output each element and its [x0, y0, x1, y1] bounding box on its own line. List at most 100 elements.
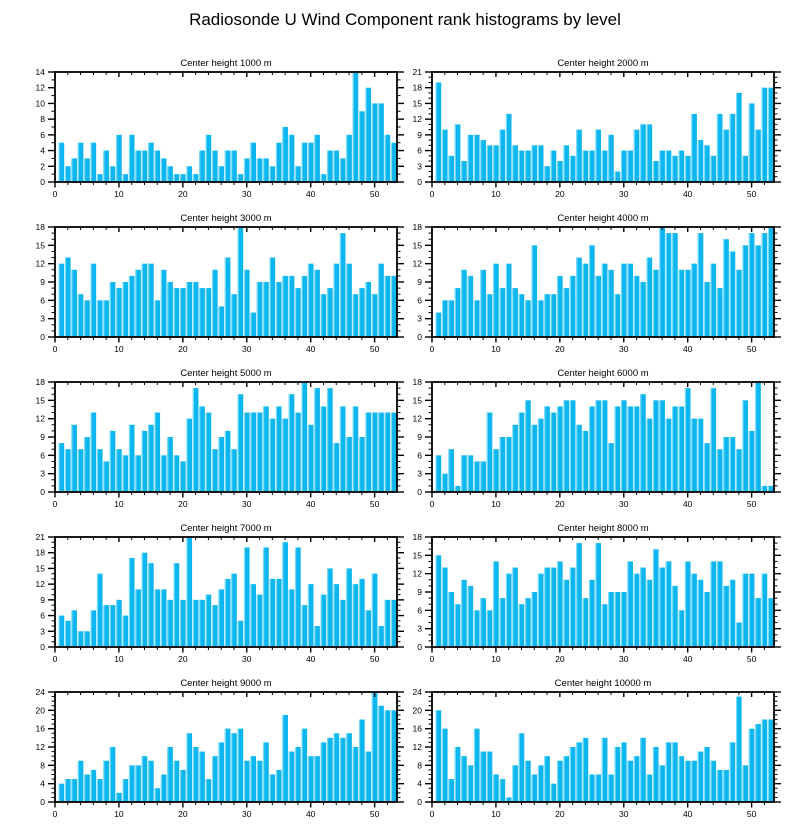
- rank-histogram-svg: 0 10 20 30 40 50 0 4 8 12 16 20 24 Center height 1000…: [413, 678, 781, 819]
- svg-text:50: 50: [747, 809, 757, 819]
- svg-text:0: 0: [53, 344, 58, 354]
- svg-text:10: 10: [491, 499, 501, 509]
- svg-text:0: 0: [417, 177, 422, 187]
- svg-text:20: 20: [413, 705, 423, 715]
- svg-text:10: 10: [36, 98, 46, 108]
- svg-text:18: 18: [413, 222, 423, 232]
- svg-text:40: 40: [306, 809, 316, 819]
- svg-text:4: 4: [417, 779, 422, 789]
- svg-text:24: 24: [36, 687, 46, 697]
- plot-center-height-5000-m: 0 10 20 30 40 50 0 3 6 9 12 15 18 Center height 5000 …: [10, 366, 410, 518]
- plot-center-height-9000-m: 0 10 20 30 40 50 0 4 8 12 16 20 24 Center height 9000…: [10, 676, 410, 824]
- svg-text:0: 0: [53, 654, 58, 664]
- svg-text:20: 20: [178, 189, 188, 199]
- svg-text:30: 30: [242, 654, 252, 664]
- svg-text:6: 6: [417, 450, 422, 460]
- svg-text:50: 50: [370, 809, 380, 819]
- svg-text:10: 10: [114, 654, 124, 664]
- svg-text:3: 3: [417, 314, 422, 324]
- rank-histogram-svg: 0 10 20 30 40 50 0 4 8 12 16 20 24 Center height 9000…: [36, 678, 404, 819]
- svg-text:0: 0: [417, 642, 422, 652]
- rank-histogram-svg: 0 10 20 30 40 50 0 3 6 9 12 15 18 Center height 6000 …: [413, 368, 781, 509]
- page-title: Radiosonde U Wind Component rank histogr…: [189, 10, 621, 29]
- svg-text:3: 3: [417, 469, 422, 479]
- svg-text:50: 50: [370, 499, 380, 509]
- svg-text:18: 18: [36, 377, 46, 387]
- subplot-title: Center height 4000 m: [557, 213, 648, 224]
- svg-text:6: 6: [40, 295, 45, 305]
- svg-text:21: 21: [36, 532, 46, 542]
- svg-text:4: 4: [40, 146, 45, 156]
- svg-text:16: 16: [36, 724, 46, 734]
- svg-text:30: 30: [242, 344, 252, 354]
- svg-text:50: 50: [370, 344, 380, 354]
- svg-text:8: 8: [417, 760, 422, 770]
- svg-text:50: 50: [747, 189, 757, 199]
- svg-text:20: 20: [178, 809, 188, 819]
- svg-text:20: 20: [555, 344, 565, 354]
- svg-text:10: 10: [491, 344, 501, 354]
- svg-text:12: 12: [36, 579, 46, 589]
- svg-text:2: 2: [40, 161, 45, 171]
- svg-text:8: 8: [40, 760, 45, 770]
- svg-text:15: 15: [413, 240, 423, 250]
- svg-text:10: 10: [491, 809, 501, 819]
- svg-text:3: 3: [417, 624, 422, 634]
- svg-text:12: 12: [36, 259, 46, 269]
- svg-text:12: 12: [36, 742, 46, 752]
- svg-text:0: 0: [53, 189, 58, 199]
- plot-center-height-7000-m: 0 10 20 30 40 50 0 3 6 9 12 15 18 21 Center height 700…: [10, 521, 410, 673]
- plot-center-height-3000-m: 0 10 20 30 40 50 0 3 6 9 12 15 18 Center height 3000 …: [10, 211, 410, 363]
- svg-text:12: 12: [36, 83, 46, 93]
- plot-center-height-8000-m: 0 10 20 30 40 50 0 3 6 9 12 15 18 Center height 8000 …: [387, 521, 787, 673]
- subplot-title: Center height 3000 m: [180, 213, 271, 224]
- svg-text:15: 15: [36, 240, 46, 250]
- svg-text:50: 50: [747, 654, 757, 664]
- svg-text:24: 24: [413, 687, 423, 697]
- svg-text:9: 9: [40, 595, 45, 605]
- subplot-title: Center height 7000 m: [180, 523, 271, 534]
- svg-text:10: 10: [491, 189, 501, 199]
- svg-text:6: 6: [40, 611, 45, 621]
- svg-text:20: 20: [555, 499, 565, 509]
- svg-text:21: 21: [413, 67, 423, 77]
- rank-histogram-svg: 0 10 20 30 40 50 0 3 6 9 12 15 18 21 Center height 700…: [36, 523, 404, 664]
- svg-text:9: 9: [417, 277, 422, 287]
- svg-text:15: 15: [413, 395, 423, 405]
- svg-text:10: 10: [114, 189, 124, 199]
- svg-text:12: 12: [413, 259, 423, 269]
- svg-text:0: 0: [40, 177, 45, 187]
- svg-text:9: 9: [417, 587, 422, 597]
- svg-text:50: 50: [747, 499, 757, 509]
- svg-text:30: 30: [619, 499, 629, 509]
- plot-center-height-2000-m: 0 10 20 30 40 50 0 3 6 9 12 15 18 21 Center height 200…: [387, 56, 787, 208]
- svg-text:9: 9: [40, 277, 45, 287]
- svg-text:6: 6: [417, 295, 422, 305]
- svg-text:10: 10: [114, 499, 124, 509]
- subplot-title: Center height 8000 m: [557, 523, 648, 534]
- svg-text:15: 15: [413, 550, 423, 560]
- svg-text:50: 50: [747, 344, 757, 354]
- svg-text:0: 0: [40, 797, 45, 807]
- svg-text:6: 6: [40, 130, 45, 140]
- svg-text:40: 40: [683, 344, 693, 354]
- svg-text:0: 0: [40, 487, 45, 497]
- svg-text:30: 30: [619, 809, 629, 819]
- subplot-title: Center height 6000 m: [557, 368, 648, 379]
- svg-text:18: 18: [413, 532, 423, 542]
- rank-histogram-svg: 0 10 20 30 40 50 0 3 6 9 12 15 18 Center height 8000 …: [413, 523, 781, 664]
- svg-text:6: 6: [417, 605, 422, 615]
- svg-text:0: 0: [430, 344, 435, 354]
- svg-text:9: 9: [417, 432, 422, 442]
- svg-text:0: 0: [430, 499, 435, 509]
- svg-text:0: 0: [430, 189, 435, 199]
- svg-text:0: 0: [40, 332, 45, 342]
- svg-text:20: 20: [555, 809, 565, 819]
- svg-text:15: 15: [36, 563, 46, 573]
- svg-text:10: 10: [491, 654, 501, 664]
- svg-text:0: 0: [40, 642, 45, 652]
- svg-text:15: 15: [413, 98, 423, 108]
- svg-text:3: 3: [40, 469, 45, 479]
- subplot-title: Center height 9000 m: [180, 678, 271, 689]
